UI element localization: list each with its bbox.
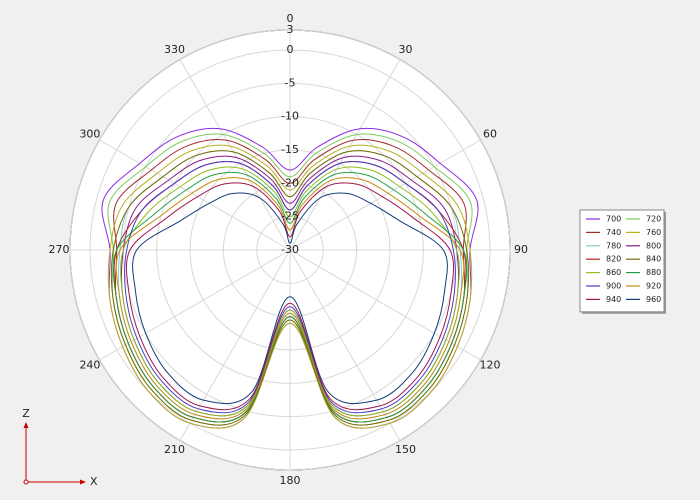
r-tick-label: -20: [281, 176, 299, 189]
grid-spoke: [289, 139, 481, 251]
legend-box: [579, 209, 665, 313]
r-tick-label: -5: [285, 76, 296, 89]
angle-label: 30: [399, 43, 413, 56]
origin: [23, 479, 29, 485]
legend-label: 960: [646, 295, 661, 304]
axis-gizmo: Z X: [22, 407, 98, 488]
legend-label: 840: [646, 255, 661, 264]
legend-label: 880: [646, 268, 661, 277]
series-line: [132, 192, 448, 405]
legend-label: 800: [646, 241, 661, 250]
grid-spoke: [289, 59, 401, 251]
angle-label: 0: [287, 12, 294, 25]
legend-label: 940: [606, 295, 621, 304]
series-line: [110, 150, 470, 426]
r-tick-label: -30: [281, 243, 299, 256]
arrow-head: [23, 422, 29, 428]
series-line: [107, 144, 473, 429]
angle-label: 240: [79, 359, 100, 372]
legend: 700 720 740 760 780 800 820 840 860 880 900 920 940 9…: [579, 209, 666, 314]
angle-label: 180: [280, 474, 301, 487]
series-line: [115, 177, 465, 420]
z-label: Z: [22, 407, 30, 420]
angle-label: 120: [480, 359, 501, 372]
angle-label: 210: [164, 443, 185, 456]
legend-label: 700: [606, 215, 621, 224]
r-tick-label: 0: [287, 43, 294, 56]
legend-label: 740: [606, 228, 621, 237]
legend-label: 860: [606, 268, 621, 277]
series-line: [112, 171, 468, 423]
series-line: [120, 166, 460, 417]
r-tick-label: -10: [281, 110, 299, 123]
angle-label: 90: [514, 243, 528, 256]
angle-label: 330: [164, 43, 185, 56]
legend-label: 920: [646, 282, 661, 291]
r-tick-label: -25: [281, 210, 299, 223]
angle-label: 270: [49, 243, 70, 256]
grid-spoke: [99, 139, 291, 251]
angle-label: 300: [79, 128, 100, 141]
angle-label: 60: [483, 128, 497, 141]
angle-label: 150: [395, 443, 416, 456]
arrow-head: [80, 479, 86, 485]
series-group: [101, 127, 479, 429]
legend-label: 820: [606, 255, 621, 264]
x-label: X: [90, 475, 98, 488]
series-line: [125, 182, 455, 411]
series-line: [124, 161, 456, 414]
legend-label: 760: [646, 228, 661, 237]
r-tick-label: -15: [281, 143, 299, 156]
legend-label: 900: [606, 282, 621, 291]
grid-spoke: [179, 59, 291, 251]
legend-label: 720: [646, 215, 661, 224]
legend-label: 780: [606, 241, 621, 250]
r-tick-label: 3: [287, 23, 294, 36]
